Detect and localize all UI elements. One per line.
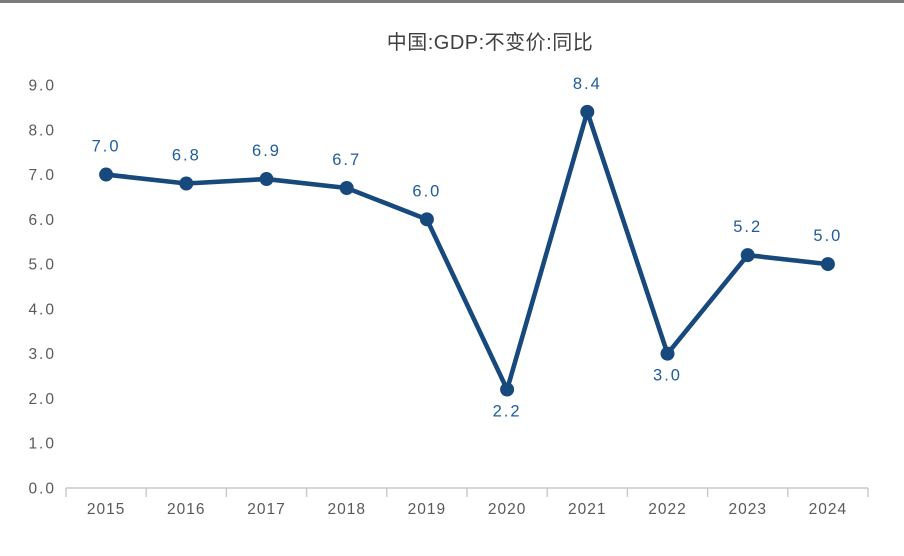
data-point-label: 2.2 [493, 402, 522, 420]
data-point-label: 6.8 [172, 147, 201, 165]
chart-title: 中国:GDP:不变价:同比 [386, 32, 594, 54]
data-point-label: 5.2 [733, 218, 762, 236]
x-tick-label: 2022 [648, 501, 686, 518]
y-tick-label: 1.0 [28, 436, 56, 453]
y-tick-label: 5.0 [28, 257, 56, 274]
x-tick-label: 2018 [327, 501, 365, 518]
x-tick-label: 2021 [568, 501, 606, 518]
data-point-label: 7.0 [92, 138, 121, 156]
data-point-label: 3.0 [653, 367, 682, 385]
y-tick-label: 3.0 [28, 346, 56, 363]
y-tick-label: 8.0 [28, 122, 56, 139]
x-tick-label: 2020 [488, 501, 526, 518]
y-tick-label: 2.0 [28, 391, 56, 408]
series-line [103, 109, 831, 392]
data-point [820, 257, 835, 272]
data-point [660, 346, 675, 361]
data-point-label: 6.0 [412, 182, 441, 200]
y-tick-label: 4.0 [28, 301, 56, 318]
data-point [339, 180, 354, 195]
x-tick-label: 2023 [728, 501, 766, 518]
x-tick-label: 2017 [247, 501, 285, 518]
data-point-label: 6.7 [332, 151, 361, 169]
x-tick-label: 2019 [408, 501, 446, 518]
y-tick-label: 9.0 [28, 78, 56, 95]
data-point [740, 248, 755, 263]
data-point-label: 6.9 [252, 142, 281, 160]
data-point [99, 167, 114, 182]
y-tick-label: 7.0 [28, 167, 56, 184]
data-point [179, 176, 194, 191]
x-tick-label: 2024 [809, 501, 847, 518]
y-tick-label: 6.0 [28, 212, 56, 229]
x-tick-label: 2016 [167, 501, 205, 518]
y-tick-label: 0.0 [28, 481, 56, 498]
x-tick-label: 2015 [87, 501, 125, 518]
data-point [500, 382, 515, 397]
data-point [580, 104, 595, 119]
data-point [259, 172, 274, 187]
data-point-label: 8.4 [573, 75, 602, 93]
window-top-border [0, 0, 904, 3]
data-point-label: 5.0 [813, 227, 842, 245]
data-point [419, 212, 434, 227]
